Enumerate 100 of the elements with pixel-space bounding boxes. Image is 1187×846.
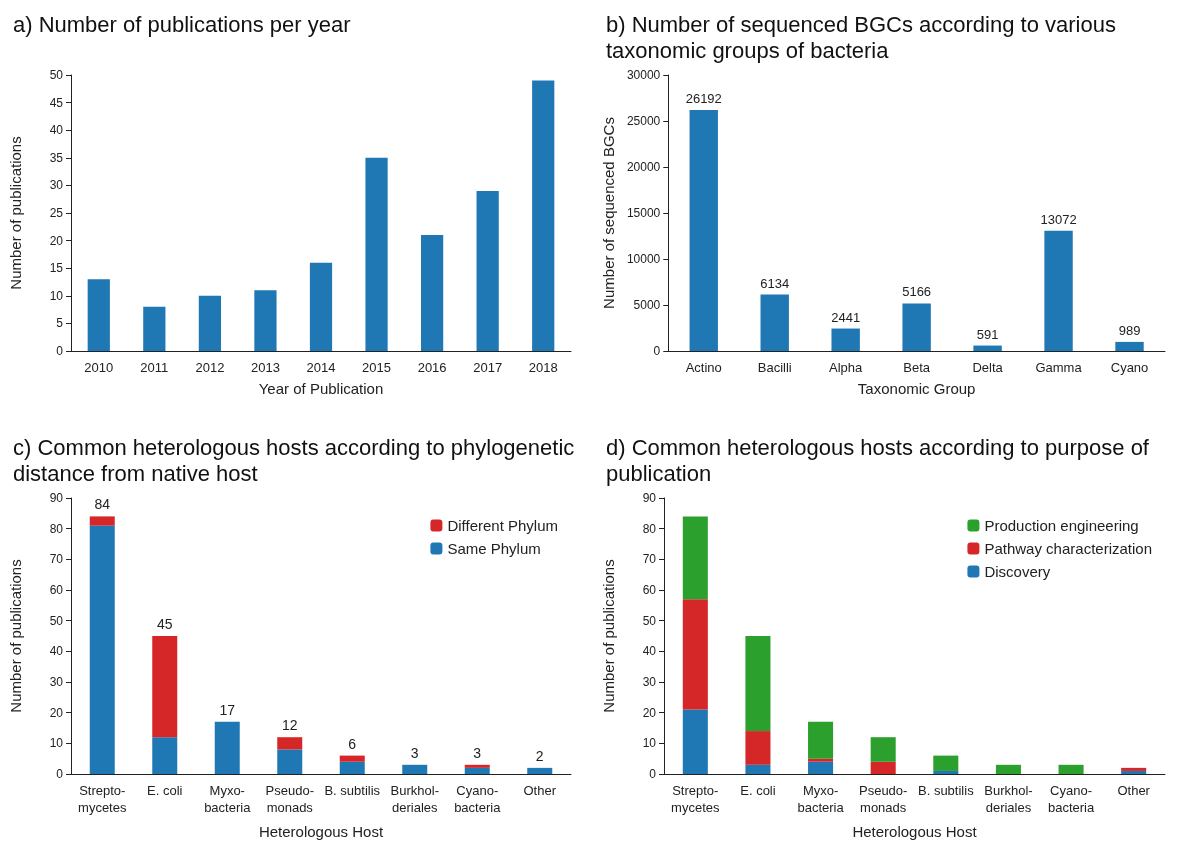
x-tick-label: Pseudo- monads [265,783,314,815]
bar [831,328,860,351]
y-tick-label: 30000 [626,68,661,82]
y-axis-title: Number of sequenced BGCs [600,117,617,309]
x-tick-label: Bacilli [757,360,792,375]
x-axis-title: Heterologous Host [258,823,384,840]
y-tick-label: 10 [49,288,64,303]
bar [682,709,708,774]
y-tick-label: 20 [642,705,657,720]
x-tick-label: Myxo- bacteria [204,783,252,815]
bar [995,764,1021,774]
bar [87,279,110,351]
y-tick-label: 15 [49,261,64,276]
legend-label: Discovery [984,563,1051,580]
y-tick-label: 50 [642,613,657,628]
x-tick-label: B. subtilis [324,783,381,798]
y-tick-label: 20000 [626,160,661,174]
bar [89,525,115,774]
bar [1044,230,1073,351]
data-label: 989 [1118,322,1141,338]
x-tick-label: E. coli [740,783,776,798]
y-tick-label: 10000 [626,252,661,266]
x-tick-label: Strepto- mycetes [671,783,721,815]
y-axis-title: Number of publications [600,559,617,713]
bar [464,767,490,774]
bar [309,262,333,351]
total-label: 6 [348,735,357,752]
y-tick-label: 30 [642,675,657,689]
x-tick-label: Other [1117,783,1151,798]
bar [808,761,834,774]
bar [365,157,388,351]
x-axis-title: Taxonomic Group [857,379,976,397]
y-tick-label: 10 [642,736,657,751]
x-tick-label: Burkhol- deriales [390,783,439,815]
x-axis-title: Heterologous Host [852,823,978,840]
bar [532,80,555,351]
y-tick-label: 15000 [626,206,661,220]
bar [277,737,303,750]
bar [527,767,553,774]
y-tick-label: 45 [49,95,64,110]
x-tick-label: Other [523,783,557,798]
x-tick-label: B. subtilis [917,783,975,798]
bar [808,721,834,759]
y-tick-label: 40 [642,644,657,659]
y-tick-label: 40 [49,644,64,659]
data-label: 591 [976,326,999,342]
y-tick-label: 35 [49,150,64,165]
bar [689,110,718,351]
bar [1115,341,1144,351]
y-tick-label: 90 [642,491,657,505]
bar [682,599,708,710]
x-axis-title: Year of Publication [258,379,384,397]
legend-label: Production engineering [984,517,1139,534]
y-tick-label: 30 [49,675,64,689]
bar [254,290,277,351]
bar [277,749,303,774]
bar [402,764,428,774]
x-tick-label: Beta [903,360,931,375]
data-label: 13072 [1040,211,1077,227]
total-label: 3 [410,744,419,761]
bar [152,636,178,738]
x-tick-label: 2013 [250,360,280,375]
bar [745,731,771,765]
chart-title: a) Number of publications per year [13,11,351,37]
y-tick-label: 90 [49,491,64,505]
total-label: 45 [156,616,173,632]
y-tick-label: 5 [56,316,64,331]
legend-label: Different Phylum [447,517,559,534]
bar [870,761,896,774]
y-tick-label: 50 [49,68,64,82]
total-label: 17 [219,701,236,718]
chart-title: d) Common heterologous hosts according to purpose of publication [606,434,1156,486]
bar [464,764,490,768]
x-tick-label: Burkhol- deriales [984,783,1033,815]
data-label: 26192 [685,91,722,107]
total-label: 12 [281,717,298,734]
y-tick-label: 5000 [633,298,661,312]
bar [870,737,896,762]
x-tick-label: 2018 [528,360,558,375]
total-label: 2 [535,747,544,764]
data-label: 5166 [902,284,932,300]
bar [973,345,1002,351]
x-tick-label: Gamma [1035,360,1083,375]
y-tick-label: 60 [49,583,64,597]
y-tick-label: 60 [642,583,657,597]
x-tick-label: 2011 [140,360,169,375]
data-label: 6134 [760,275,790,291]
bar [476,190,499,351]
y-tick-label: 0 [649,767,657,781]
y-axis-title: Number of publications [7,136,24,290]
chart-title: b) Number of sequenced BGCs according to various taxonomic groups of bacteria [606,11,1123,63]
bar [745,764,771,774]
bar [933,755,959,771]
x-tick-label: Actino [685,360,722,375]
x-tick-label: Pseudo- monads [858,783,908,815]
x-tick-label: E. coli [147,783,183,798]
bar [745,636,771,732]
bar [152,737,178,774]
y-tick-label: 0 [56,344,64,358]
y-tick-label: 20 [49,705,64,720]
